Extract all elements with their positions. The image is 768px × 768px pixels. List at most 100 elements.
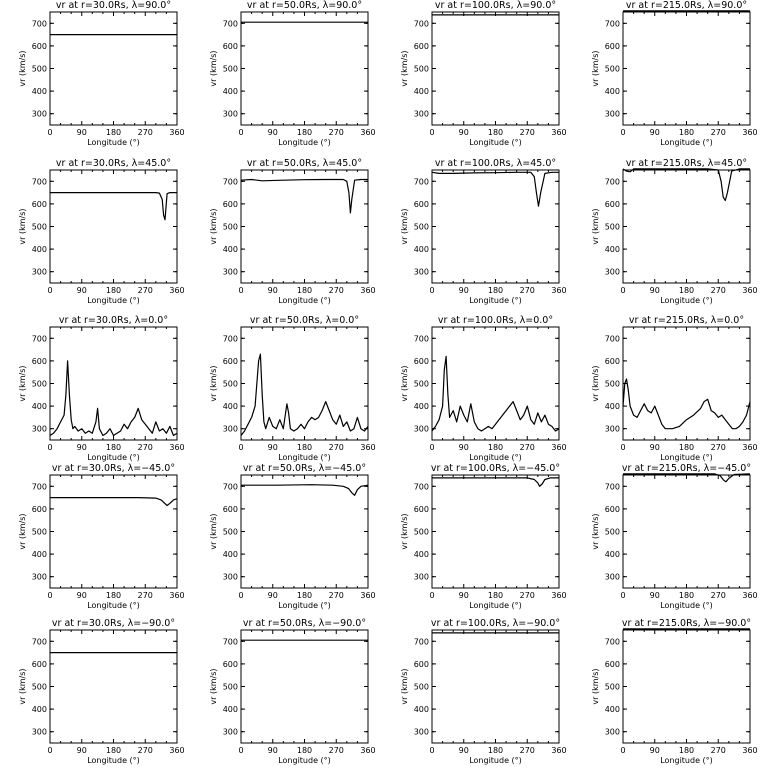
- x-tick-label: 180: [297, 128, 312, 137]
- series-line: [240, 178, 368, 214]
- x-tick-label: 90: [459, 443, 469, 452]
- y-axis-label: vr (km/s): [400, 668, 409, 704]
- x-tick-label: 360: [551, 591, 566, 600]
- chart-panel: vr at r=30.0Rs, λ=0.0° 0 90 180 270 360 300 400…: [18, 315, 185, 462]
- series-line: [622, 168, 750, 202]
- y-tick-label: 400: [223, 87, 238, 96]
- x-tick-label: 360: [360, 591, 375, 600]
- plot-frame: [240, 474, 369, 589]
- chart-title: vr at r=30.0Rs, λ=0.0°: [59, 315, 168, 326]
- y-tick-label: 400: [605, 245, 620, 254]
- series-line: [431, 171, 559, 207]
- y-tick-label: 500: [414, 65, 429, 74]
- y-tick-label: 300: [223, 728, 238, 737]
- x-axis-label: Longitude (°): [278, 453, 331, 462]
- y-axis-label: vr (km/s): [591, 513, 600, 549]
- y-tick-label: 300: [414, 425, 429, 434]
- y-axis-label: vr (km/s): [209, 513, 218, 549]
- chart-title: vr at r=100.0Rs, λ=90.0°: [435, 0, 556, 11]
- chart-title: vr at r=50.0Rs, λ=−45.0°: [243, 463, 366, 474]
- y-tick-label: 700: [32, 177, 47, 186]
- y-tick-label: 500: [32, 65, 47, 74]
- chart-title: vr at r=215.0Rs, λ=−45.0°: [622, 463, 751, 474]
- series-line: [623, 473, 751, 483]
- y-tick-label: 700: [223, 334, 238, 343]
- y-tick-label: 500: [605, 65, 620, 74]
- x-tick-label: 0: [238, 443, 243, 452]
- x-tick-label: 0: [620, 746, 625, 755]
- chart-title: vr at r=50.0Rs, λ=90.0°: [247, 0, 362, 11]
- plot-frame: [431, 11, 560, 126]
- y-tick-label: 600: [414, 200, 429, 209]
- plot-frame: [49, 474, 178, 589]
- x-axis-label: Longitude (°): [87, 756, 140, 765]
- x-tick-label: 90: [268, 286, 278, 295]
- y-tick-label: 300: [32, 573, 47, 582]
- x-tick-label: 90: [77, 286, 87, 295]
- x-axis-label: Longitude (°): [87, 296, 140, 305]
- x-tick-label: 180: [297, 286, 312, 295]
- plot-frame: [49, 169, 178, 284]
- y-tick-label: 700: [32, 637, 47, 646]
- x-tick-label: 270: [711, 128, 726, 137]
- x-axis-label: Longitude (°): [660, 296, 713, 305]
- x-axis-label: Longitude (°): [660, 756, 713, 765]
- x-tick-label: 270: [520, 128, 535, 137]
- x-tick-label: 360: [169, 591, 184, 600]
- y-tick-label: 700: [414, 637, 429, 646]
- y-tick-label: 400: [223, 402, 238, 411]
- y-axis-label: vr (km/s): [400, 365, 409, 401]
- y-axis-label: vr (km/s): [400, 208, 409, 244]
- y-tick-label: 700: [32, 482, 47, 491]
- chart-title: vr at r=50.0Rs, λ=45.0°: [247, 158, 362, 169]
- series-line: [241, 484, 369, 496]
- chart-panel: vr at r=100.0Rs, λ=90.0° 0 90 180 270 360 300 4…: [400, 0, 567, 147]
- x-axis-label: Longitude (°): [278, 138, 331, 147]
- x-tick-label: 90: [77, 746, 87, 755]
- x-tick-label: 360: [742, 443, 757, 452]
- x-tick-label: 360: [742, 286, 757, 295]
- x-axis-label: Longitude (°): [278, 296, 331, 305]
- x-tick-label: 360: [551, 443, 566, 452]
- chart-panel: vr at r=50.0Rs, λ=90.0° 0 90 180 270 360 300 40…: [209, 0, 376, 147]
- chart-panel: vr at r=50.0Rs, λ=−45.0° 0 90 180 270 360 300 4…: [209, 463, 376, 610]
- y-axis-label: vr (km/s): [209, 668, 218, 704]
- x-tick-label: 270: [138, 443, 153, 452]
- x-tick-label: 180: [106, 591, 121, 600]
- y-axis-label: vr (km/s): [209, 365, 218, 401]
- chart-panel: vr at r=100.0Rs, λ=−45.0° 0 90 180 270 360 300…: [400, 463, 567, 610]
- chart-panel: vr at r=30.0Rs, λ=45.0° 0 90 180 270 360 300 40…: [18, 158, 185, 305]
- x-tick-label: 270: [520, 443, 535, 452]
- x-tick-label: 180: [488, 443, 503, 452]
- y-tick-label: 600: [223, 200, 238, 209]
- y-tick-label: 600: [605, 505, 620, 514]
- x-tick-label: 0: [429, 746, 434, 755]
- chart-panel: vr at r=215.0Rs, λ=0.0° 0 90 180 270 360 300 40…: [591, 315, 758, 462]
- y-tick-label: 300: [32, 268, 47, 277]
- x-tick-label: 0: [429, 443, 434, 452]
- x-tick-label: 0: [620, 591, 625, 600]
- x-tick-label: 90: [650, 286, 660, 295]
- plot-frame: [622, 474, 751, 589]
- y-tick-label: 500: [605, 380, 620, 389]
- x-tick-label: 360: [360, 286, 375, 295]
- y-tick-label: 400: [605, 87, 620, 96]
- chart-title: vr at r=30.0Rs, λ=−45.0°: [52, 463, 175, 474]
- y-tick-label: 400: [414, 87, 429, 96]
- y-tick-label: 500: [223, 683, 238, 692]
- y-tick-label: 700: [605, 334, 620, 343]
- x-axis-label: Longitude (°): [278, 756, 331, 765]
- series-line: [622, 378, 751, 430]
- x-tick-label: 0: [47, 591, 52, 600]
- chart-title: vr at r=215.0Rs, λ=0.0°: [629, 315, 744, 326]
- x-tick-label: 360: [169, 746, 184, 755]
- y-tick-label: 600: [605, 660, 620, 669]
- x-axis-label: Longitude (°): [469, 453, 522, 462]
- y-tick-label: 700: [223, 177, 238, 186]
- y-tick-label: 300: [223, 573, 238, 582]
- x-tick-label: 180: [297, 591, 312, 600]
- y-tick-label: 600: [414, 42, 429, 51]
- y-tick-label: 300: [223, 110, 238, 119]
- x-tick-label: 90: [459, 286, 469, 295]
- y-tick-label: 300: [414, 728, 429, 737]
